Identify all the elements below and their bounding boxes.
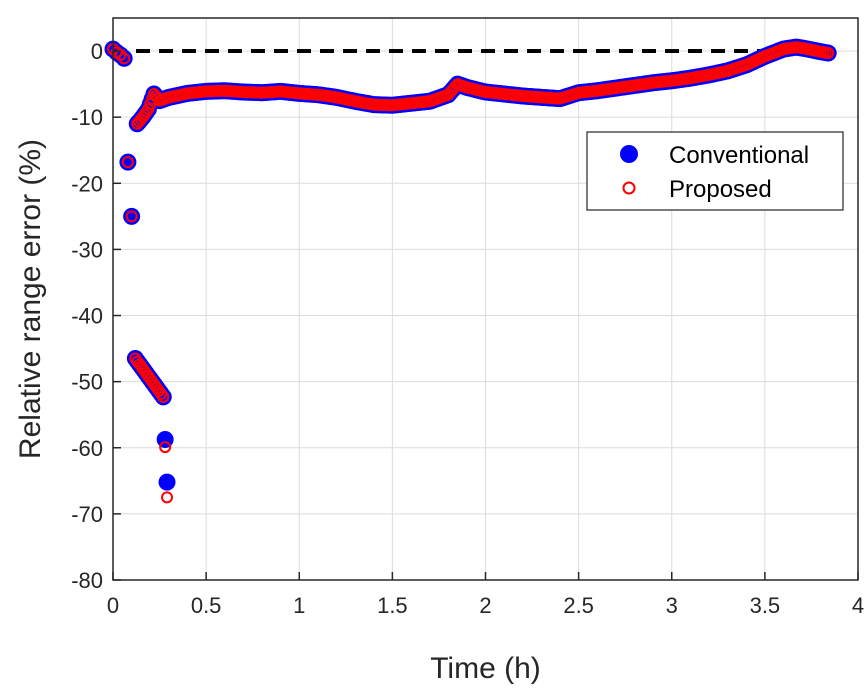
- conventional-point: [158, 473, 176, 491]
- y-tick-label: -70: [71, 502, 103, 527]
- x-tick-label: 3.5: [750, 593, 781, 618]
- y-tick-label: -40: [71, 304, 103, 329]
- x-tick-label: 0: [107, 593, 119, 618]
- y-tick-label: -30: [71, 237, 103, 262]
- conventional-point: [156, 431, 174, 448]
- legend-label-proposed: Proposed: [669, 176, 772, 203]
- x-tick-label: 0.5: [191, 593, 222, 618]
- proposed-point: [121, 156, 134, 169]
- proposed-point: [157, 390, 170, 403]
- legend: Conventional Proposed: [586, 131, 844, 211]
- legend-marker-conventional: [620, 145, 638, 163]
- y-tick-label: -10: [71, 105, 103, 130]
- proposed-point: [822, 47, 835, 60]
- y-tick-label: -80: [71, 568, 103, 593]
- proposed-point: [125, 210, 138, 223]
- conventional-point: [119, 153, 137, 171]
- series-proposed: [107, 41, 835, 504]
- x-tick-label: 4: [852, 593, 864, 618]
- x-tick-label: 3: [666, 593, 678, 618]
- y-axis-label: Relative range error (%): [14, 139, 47, 459]
- x-tick-label: 1: [293, 593, 305, 618]
- x-tick-label: 2.5: [563, 593, 594, 618]
- x-tick-label: 1.5: [377, 593, 408, 618]
- proposed-point: [159, 441, 172, 454]
- proposed-point: [118, 52, 131, 65]
- x-axis-label: Time (h): [430, 652, 541, 685]
- proposed-point: [161, 491, 174, 504]
- legend-label-conventional: Conventional: [669, 142, 809, 169]
- x-tick-label: 2: [479, 593, 491, 618]
- y-axis-ticks: 0 -10 -20 -30 -40 -50 -60 -70 -80: [71, 39, 121, 593]
- y-tick-label: -20: [71, 171, 103, 196]
- y-tick-label: -50: [71, 370, 103, 395]
- series-layer: [104, 38, 837, 504]
- conventional-point: [123, 207, 141, 225]
- proposed-point: [155, 387, 168, 400]
- y-tick-label: -60: [71, 436, 103, 461]
- grid-lines: [112, 18, 859, 581]
- legend-marker-proposed: [622, 181, 636, 195]
- proposed-point: [114, 49, 127, 62]
- x-axis-ticks: 0 0.5 1 1.5 2 2.5 3 3.5 4: [107, 572, 864, 618]
- series-conventional: [104, 38, 837, 491]
- y-tick-label: 0: [91, 39, 103, 64]
- legend-box: [586, 131, 844, 211]
